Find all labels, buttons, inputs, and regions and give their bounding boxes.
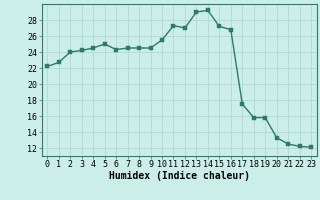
X-axis label: Humidex (Indice chaleur): Humidex (Indice chaleur) xyxy=(109,171,250,181)
